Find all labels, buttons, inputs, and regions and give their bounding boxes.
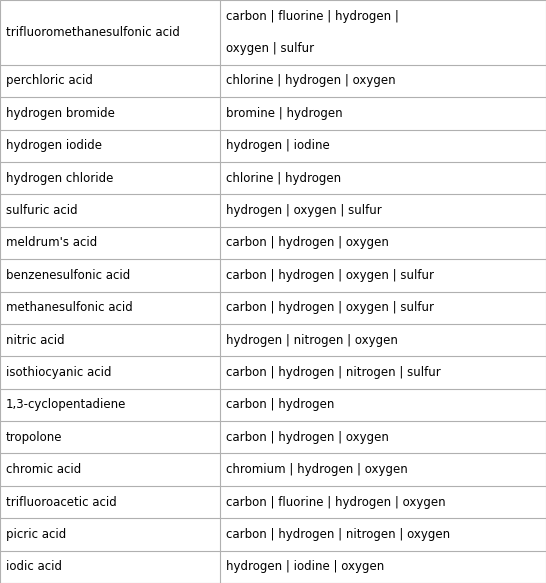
Text: hydrogen chloride: hydrogen chloride	[6, 171, 114, 185]
Text: oxygen | sulfur: oxygen | sulfur	[226, 42, 314, 55]
Text: meldrum's acid: meldrum's acid	[6, 237, 97, 250]
Text: carbon | hydrogen | oxygen: carbon | hydrogen | oxygen	[226, 237, 389, 250]
Text: carbon | hydrogen | nitrogen | oxygen: carbon | hydrogen | nitrogen | oxygen	[226, 528, 450, 541]
Text: hydrogen | oxygen | sulfur: hydrogen | oxygen | sulfur	[226, 204, 382, 217]
Text: chromium | hydrogen | oxygen: chromium | hydrogen | oxygen	[226, 463, 408, 476]
Text: hydrogen | iodine | oxygen: hydrogen | iodine | oxygen	[226, 560, 384, 573]
Text: hydrogen | nitrogen | oxygen: hydrogen | nitrogen | oxygen	[226, 333, 398, 346]
Text: carbon | hydrogen | oxygen: carbon | hydrogen | oxygen	[226, 431, 389, 444]
Text: hydrogen | iodine: hydrogen | iodine	[226, 139, 330, 152]
Text: hydrogen bromide: hydrogen bromide	[6, 107, 115, 120]
Text: nitric acid: nitric acid	[6, 333, 64, 346]
Text: carbon | hydrogen | oxygen | sulfur: carbon | hydrogen | oxygen | sulfur	[226, 301, 434, 314]
Text: carbon | hydrogen | oxygen | sulfur: carbon | hydrogen | oxygen | sulfur	[226, 269, 434, 282]
Text: carbon | hydrogen | nitrogen | sulfur: carbon | hydrogen | nitrogen | sulfur	[226, 366, 441, 379]
Text: perchloric acid: perchloric acid	[6, 75, 93, 87]
Text: iodic acid: iodic acid	[6, 560, 62, 573]
Text: trifluoroacetic acid: trifluoroacetic acid	[6, 496, 117, 508]
Text: methanesulfonic acid: methanesulfonic acid	[6, 301, 133, 314]
Text: chlorine | hydrogen | oxygen: chlorine | hydrogen | oxygen	[226, 75, 396, 87]
Text: tropolone: tropolone	[6, 431, 62, 444]
Text: sulfuric acid: sulfuric acid	[6, 204, 78, 217]
Text: 1,3-cyclopentadiene: 1,3-cyclopentadiene	[6, 398, 126, 412]
Text: picric acid: picric acid	[6, 528, 66, 541]
Text: isothiocyanic acid: isothiocyanic acid	[6, 366, 111, 379]
Text: bromine | hydrogen: bromine | hydrogen	[226, 107, 343, 120]
Text: carbon | fluorine | hydrogen |: carbon | fluorine | hydrogen |	[226, 10, 399, 23]
Text: chromic acid: chromic acid	[6, 463, 81, 476]
Text: chlorine | hydrogen: chlorine | hydrogen	[226, 171, 341, 185]
Text: trifluoromethanesulfonic acid: trifluoromethanesulfonic acid	[6, 26, 180, 39]
Text: carbon | hydrogen: carbon | hydrogen	[226, 398, 334, 412]
Text: benzenesulfonic acid: benzenesulfonic acid	[6, 269, 130, 282]
Text: hydrogen iodide: hydrogen iodide	[6, 139, 102, 152]
Text: carbon | fluorine | hydrogen | oxygen: carbon | fluorine | hydrogen | oxygen	[226, 496, 446, 508]
